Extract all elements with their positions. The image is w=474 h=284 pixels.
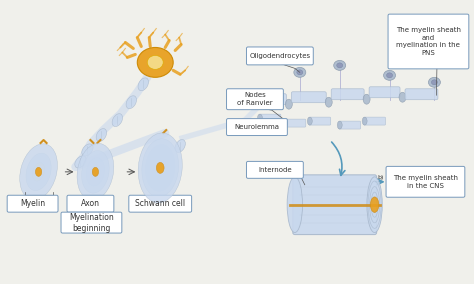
Ellipse shape (285, 99, 292, 109)
FancyBboxPatch shape (259, 114, 281, 122)
FancyBboxPatch shape (386, 166, 465, 197)
Ellipse shape (147, 55, 163, 69)
Ellipse shape (96, 129, 107, 141)
FancyBboxPatch shape (61, 212, 122, 233)
Ellipse shape (307, 117, 312, 125)
Ellipse shape (337, 121, 342, 129)
FancyBboxPatch shape (405, 89, 438, 100)
FancyBboxPatch shape (331, 89, 364, 100)
Ellipse shape (32, 162, 45, 181)
Ellipse shape (137, 47, 173, 77)
Ellipse shape (112, 114, 123, 127)
Ellipse shape (92, 167, 99, 176)
FancyBboxPatch shape (388, 14, 469, 69)
FancyBboxPatch shape (369, 87, 400, 98)
Text: The myelin sheath
and
myelination in the
PNS: The myelin sheath and myelination in the… (396, 27, 461, 56)
Ellipse shape (138, 133, 182, 203)
Ellipse shape (325, 97, 332, 107)
FancyBboxPatch shape (67, 195, 114, 212)
Text: Myelin: Myelin (20, 199, 45, 208)
FancyBboxPatch shape (7, 195, 58, 212)
Ellipse shape (82, 151, 109, 193)
Ellipse shape (126, 96, 137, 108)
Ellipse shape (138, 78, 148, 91)
Text: Schwann cell: Schwann cell (135, 199, 185, 208)
Text: Internode: Internode (258, 167, 292, 173)
Ellipse shape (363, 94, 370, 104)
Ellipse shape (297, 70, 303, 75)
Text: Nodes
of Ranvier: Nodes of Ranvier (237, 93, 273, 106)
Ellipse shape (20, 144, 57, 200)
Ellipse shape (362, 117, 367, 125)
Ellipse shape (399, 92, 406, 102)
Ellipse shape (146, 145, 175, 191)
FancyBboxPatch shape (364, 117, 385, 125)
FancyBboxPatch shape (246, 161, 303, 178)
FancyBboxPatch shape (246, 47, 313, 65)
Ellipse shape (75, 156, 86, 168)
Ellipse shape (91, 165, 100, 179)
Ellipse shape (294, 67, 306, 77)
Ellipse shape (175, 139, 185, 153)
FancyBboxPatch shape (339, 121, 361, 129)
Ellipse shape (428, 77, 440, 87)
Ellipse shape (334, 60, 346, 70)
Ellipse shape (283, 119, 287, 127)
Ellipse shape (156, 162, 164, 173)
FancyBboxPatch shape (227, 89, 283, 110)
Ellipse shape (367, 177, 382, 233)
Ellipse shape (86, 158, 105, 186)
Ellipse shape (156, 162, 164, 174)
Ellipse shape (153, 156, 168, 179)
Ellipse shape (82, 144, 93, 156)
Text: The myelin sheath
in the CNS: The myelin sheath in the CNS (393, 175, 458, 189)
Ellipse shape (142, 139, 179, 197)
Ellipse shape (383, 70, 395, 80)
Text: Axon: Axon (81, 199, 100, 208)
FancyBboxPatch shape (293, 175, 376, 235)
FancyBboxPatch shape (254, 94, 286, 105)
Text: Myelination
beginning: Myelination beginning (69, 212, 114, 233)
Ellipse shape (26, 153, 51, 191)
Ellipse shape (431, 80, 438, 85)
Text: b): b) (378, 175, 384, 180)
FancyBboxPatch shape (309, 117, 331, 125)
Ellipse shape (149, 151, 171, 185)
Ellipse shape (337, 63, 343, 68)
Ellipse shape (287, 177, 302, 233)
FancyBboxPatch shape (227, 119, 287, 135)
Text: Oligodendrocytes: Oligodendrocytes (249, 53, 310, 59)
Ellipse shape (77, 143, 114, 200)
Ellipse shape (257, 114, 263, 122)
Ellipse shape (370, 197, 379, 212)
FancyBboxPatch shape (129, 195, 191, 212)
Text: Neurolemma: Neurolemma (235, 124, 280, 130)
FancyBboxPatch shape (292, 92, 326, 103)
Ellipse shape (36, 167, 42, 176)
Ellipse shape (387, 73, 392, 78)
FancyBboxPatch shape (284, 119, 306, 127)
